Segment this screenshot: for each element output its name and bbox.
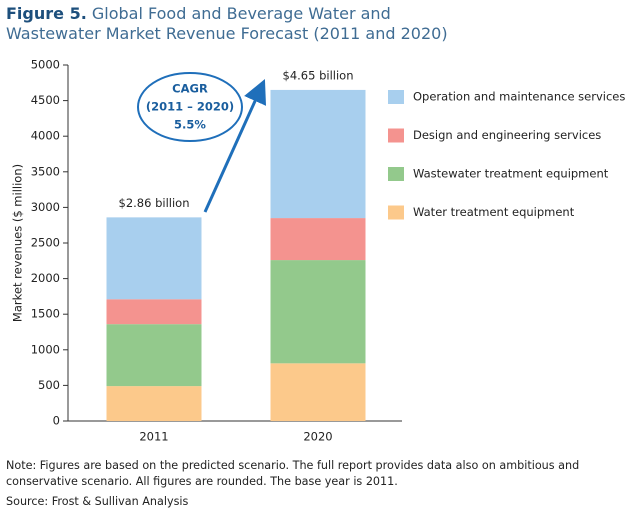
y-tick-label: 1500 bbox=[31, 307, 60, 321]
chart-title: Global Food and Beverage Water and Waste… bbox=[6, 4, 448, 43]
legend-label: Water treatment equipment bbox=[413, 205, 575, 219]
bar-segment bbox=[270, 363, 366, 421]
cagr-text: CAGR bbox=[172, 82, 208, 96]
y-tick-label: 4000 bbox=[31, 129, 60, 143]
legend-swatch bbox=[388, 167, 404, 181]
cagr-arrow bbox=[203, 79, 267, 213]
bar-segment bbox=[270, 260, 366, 364]
y-tick-label: 2500 bbox=[31, 236, 60, 250]
legend-swatch bbox=[388, 90, 404, 104]
cagr-text: (2011 – 2020) bbox=[146, 100, 234, 114]
legend-label: Operation and maintenance services bbox=[413, 90, 625, 104]
total-label: $4.65 billion bbox=[283, 68, 354, 82]
legend-swatch bbox=[388, 128, 404, 143]
x-tick-label: 2020 bbox=[303, 430, 332, 444]
cagr-ellipse bbox=[137, 72, 243, 142]
bar-segment bbox=[106, 299, 202, 325]
title-label: Figure 5. bbox=[6, 4, 87, 23]
bar-segment bbox=[106, 324, 202, 387]
legend-label: Design and engineering services bbox=[413, 128, 601, 142]
total-label: $2.86 billion bbox=[119, 196, 190, 210]
source: Source: Frost & Sullivan Analysis bbox=[6, 495, 189, 508]
y-tick-label: 2000 bbox=[31, 271, 60, 285]
bar-segment bbox=[106, 217, 202, 300]
y-tick-label: 4500 bbox=[31, 93, 60, 107]
bar-segment bbox=[270, 89, 366, 219]
y-axis-label: Market revenues ($ million) bbox=[11, 164, 25, 322]
chart: Market revenues ($ million) 0 500 1000 1500… bbox=[11, 58, 626, 444]
title-block: Figure 5. Global Food and Beverage Water… bbox=[6, 4, 456, 44]
x-tick-label: 2011 bbox=[139, 430, 168, 444]
legend-swatch bbox=[388, 205, 404, 220]
bar-segment bbox=[106, 386, 202, 421]
y-tick-label: 500 bbox=[38, 378, 60, 392]
y-tick-label: 3500 bbox=[31, 164, 60, 178]
y-tick-label: 3000 bbox=[31, 200, 60, 214]
note: Note: Figures are based on the predicted… bbox=[6, 459, 580, 488]
y-tick-label: 0 bbox=[53, 414, 60, 428]
bar-segment bbox=[270, 218, 366, 261]
y-tick-label: 1000 bbox=[31, 342, 60, 356]
legend-label: Wastewater treatment equipment bbox=[413, 167, 609, 181]
cagr-text: 5.5% bbox=[174, 118, 206, 132]
y-tick-label: 5000 bbox=[31, 58, 60, 72]
